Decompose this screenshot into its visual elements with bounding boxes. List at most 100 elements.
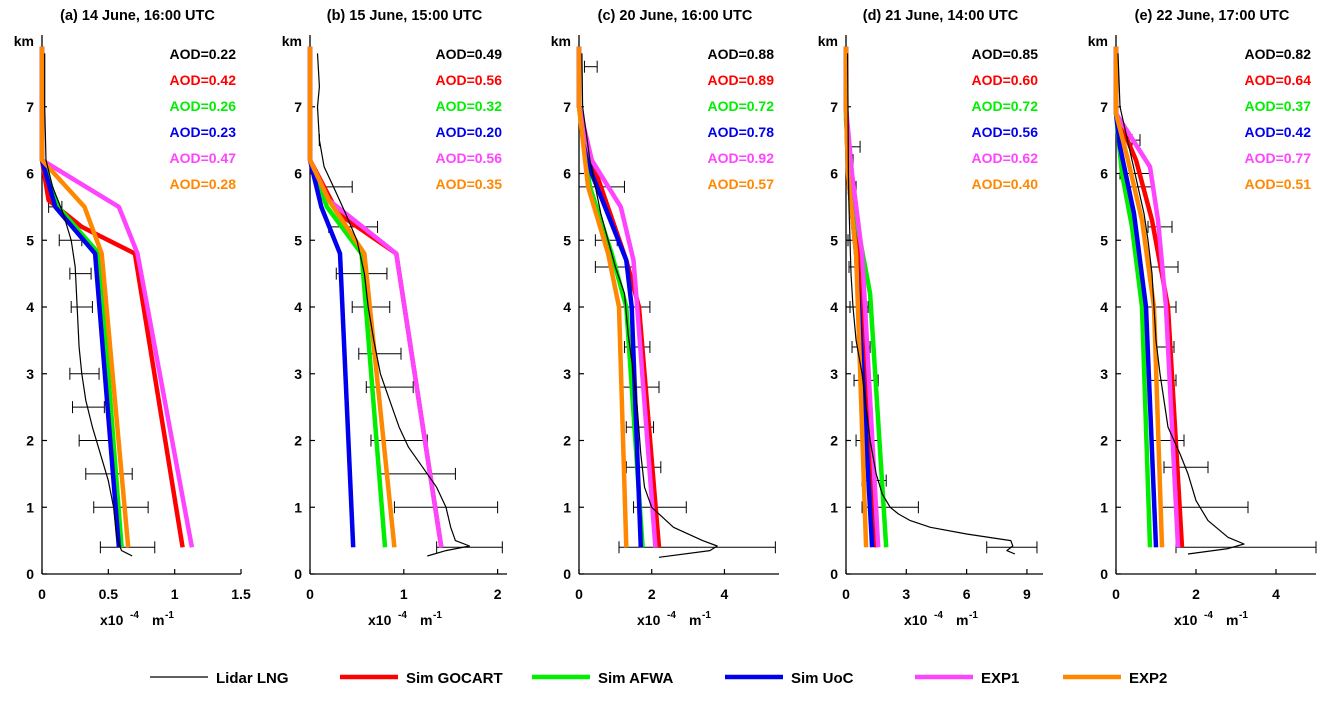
aod-label: AOD=0.32 bbox=[435, 98, 502, 114]
x-axis-unit-label: x10 bbox=[904, 612, 928, 628]
y-tick-label: 5 bbox=[1100, 232, 1108, 248]
y-tick-label: 5 bbox=[563, 232, 571, 248]
x-axis-unit-exponent: -4 bbox=[130, 610, 139, 621]
y-tick-label: 0 bbox=[1100, 566, 1108, 582]
y-tick-label: 2 bbox=[1100, 433, 1108, 449]
y-tick-label: 4 bbox=[830, 299, 838, 315]
x-axis-unit-meter-exponent: -1 bbox=[969, 610, 978, 621]
aod-label: AOD=0.42 bbox=[1244, 124, 1311, 140]
x-axis-unit-exponent: -4 bbox=[398, 610, 407, 621]
aod-label: AOD=0.40 bbox=[971, 176, 1038, 192]
error-bar bbox=[633, 501, 687, 514]
x-tick-label: 0 bbox=[38, 586, 46, 602]
x-tick-label: 0.5 bbox=[99, 586, 119, 602]
x-tick-label: 4 bbox=[721, 586, 729, 602]
error-bar bbox=[1175, 541, 1317, 554]
y-tick-label: 6 bbox=[294, 166, 302, 182]
error-bar bbox=[1145, 301, 1177, 313]
y-tick-label: 7 bbox=[830, 99, 838, 115]
y-tick-label: 0 bbox=[563, 566, 571, 582]
x-tick-label: 2 bbox=[648, 586, 656, 602]
legend-label: EXP1 bbox=[981, 670, 1019, 687]
x-axis-unit-label: x10 bbox=[100, 612, 124, 628]
y-tick-label: 6 bbox=[1100, 166, 1108, 182]
aod-label: AOD=0.47 bbox=[169, 150, 236, 166]
x-axis-unit-meter: m bbox=[1226, 612, 1238, 628]
x-tick-label: 0 bbox=[842, 586, 850, 602]
error-bar bbox=[618, 541, 776, 554]
aod-label: AOD=0.82 bbox=[1244, 46, 1311, 62]
series-line-lidar-lng bbox=[1117, 53, 1245, 555]
aod-label: AOD=0.64 bbox=[1244, 72, 1311, 88]
series-line-sim-uoc bbox=[576, 46, 644, 548]
error-bar bbox=[370, 434, 428, 447]
error-bar bbox=[583, 60, 598, 73]
x-tick-label: 0 bbox=[1112, 586, 1120, 602]
x-axis-unit-exponent: -4 bbox=[667, 610, 676, 621]
series-line-exp2 bbox=[576, 46, 629, 548]
aod-label: AOD=0.78 bbox=[707, 124, 774, 140]
y-tick-label: 7 bbox=[1100, 99, 1108, 115]
series-line-sim-gocart bbox=[307, 46, 444, 548]
legend-label: EXP2 bbox=[1129, 670, 1167, 687]
x-axis-unit-meter-exponent: -1 bbox=[433, 610, 442, 621]
aod-label: AOD=0.57 bbox=[707, 176, 774, 192]
chart-panel-3: (c) 20 June, 16:00 UTC km 0 1 2 3 4 5 6 7 0 2 4 x10 -4… bbox=[551, 8, 779, 628]
x-tick-label: 0 bbox=[306, 586, 314, 602]
y-tick-label: 0 bbox=[26, 566, 34, 582]
series-line-exp2 bbox=[39, 46, 131, 548]
legend-label: Sim AFWA bbox=[598, 670, 673, 687]
error-bar bbox=[69, 267, 92, 280]
error-bar bbox=[72, 401, 105, 414]
y-tick-label: 6 bbox=[26, 166, 34, 182]
x-axis-unit-exponent: -4 bbox=[1204, 610, 1213, 621]
x-tick-label: 0 bbox=[575, 586, 583, 602]
series-line-sim-afwa bbox=[576, 46, 645, 548]
x-axis-unit-label: x10 bbox=[368, 612, 392, 628]
y-tick-label: 2 bbox=[294, 433, 302, 449]
y-tick-label: 4 bbox=[26, 299, 34, 315]
y-tick-label: 3 bbox=[563, 366, 571, 382]
y-tick-label: 3 bbox=[26, 366, 34, 382]
error-bar bbox=[358, 347, 402, 360]
aod-label: AOD=0.28 bbox=[169, 176, 236, 192]
series-line-sim-uoc bbox=[307, 46, 356, 548]
series-line-exp2 bbox=[1113, 46, 1165, 548]
error-bar bbox=[436, 541, 503, 554]
aod-label: AOD=0.51 bbox=[1244, 176, 1311, 192]
y-axis-unit-label: km bbox=[818, 33, 838, 49]
aod-label: AOD=0.56 bbox=[971, 124, 1038, 140]
x-tick-label: 9 bbox=[1023, 586, 1031, 602]
aod-label: AOD=0.72 bbox=[707, 98, 774, 114]
x-tick-label: 1 bbox=[171, 586, 179, 602]
panel-title: (c) 20 June, 16:00 UTC bbox=[598, 8, 753, 24]
y-tick-label: 3 bbox=[1100, 366, 1108, 382]
y-tick-label: 1 bbox=[563, 499, 571, 515]
y-tick-label: 1 bbox=[1100, 499, 1108, 515]
x-axis-unit-meter: m bbox=[420, 612, 432, 628]
legend-item: Sim GOCART bbox=[340, 670, 503, 687]
legend-item: EXP1 bbox=[915, 670, 1019, 687]
x-tick-label: 2 bbox=[1192, 586, 1200, 602]
y-tick-label: 1 bbox=[830, 499, 838, 515]
series-line-lidar-lng bbox=[581, 53, 718, 558]
y-axis-unit-label: km bbox=[282, 33, 302, 49]
x-tick-label: 2 bbox=[494, 586, 502, 602]
series-line-sim-afwa bbox=[39, 46, 124, 548]
aod-label: AOD=0.56 bbox=[435, 150, 502, 166]
aod-label: AOD=0.62 bbox=[971, 150, 1038, 166]
x-axis-unit-label: x10 bbox=[1174, 612, 1198, 628]
aod-label: AOD=0.56 bbox=[435, 72, 502, 88]
aod-label: AOD=0.42 bbox=[169, 72, 236, 88]
aod-label: AOD=0.26 bbox=[169, 98, 236, 114]
legend-item: EXP2 bbox=[1063, 670, 1167, 687]
x-tick-label: 6 bbox=[963, 586, 971, 602]
legend-label: Sim GOCART bbox=[406, 670, 503, 687]
aod-label: AOD=0.35 bbox=[435, 176, 502, 192]
x-tick-label: 4 bbox=[1272, 586, 1280, 602]
series-line-exp1 bbox=[307, 46, 444, 548]
aod-label: AOD=0.72 bbox=[971, 98, 1038, 114]
series-line-lidar-lng bbox=[44, 53, 133, 557]
legend-item: Lidar LNG bbox=[150, 670, 289, 687]
x-axis-unit-meter: m bbox=[152, 612, 164, 628]
